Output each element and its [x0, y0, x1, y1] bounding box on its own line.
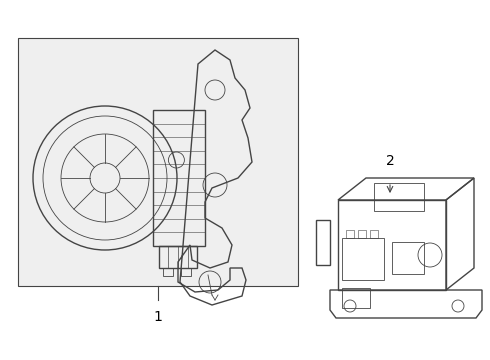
Text: 2: 2	[386, 154, 394, 168]
Bar	[342, 238, 384, 280]
Bar	[370, 230, 378, 238]
Bar	[181, 268, 191, 276]
Bar	[18, 38, 298, 286]
Bar	[153, 110, 205, 246]
Text: 1: 1	[153, 310, 163, 324]
Bar	[342, 288, 370, 308]
Bar	[374, 183, 424, 211]
Bar	[163, 268, 173, 276]
Bar	[338, 200, 446, 290]
Bar	[392, 242, 424, 274]
Bar	[159, 246, 197, 268]
Bar	[358, 230, 366, 238]
Bar	[346, 230, 354, 238]
